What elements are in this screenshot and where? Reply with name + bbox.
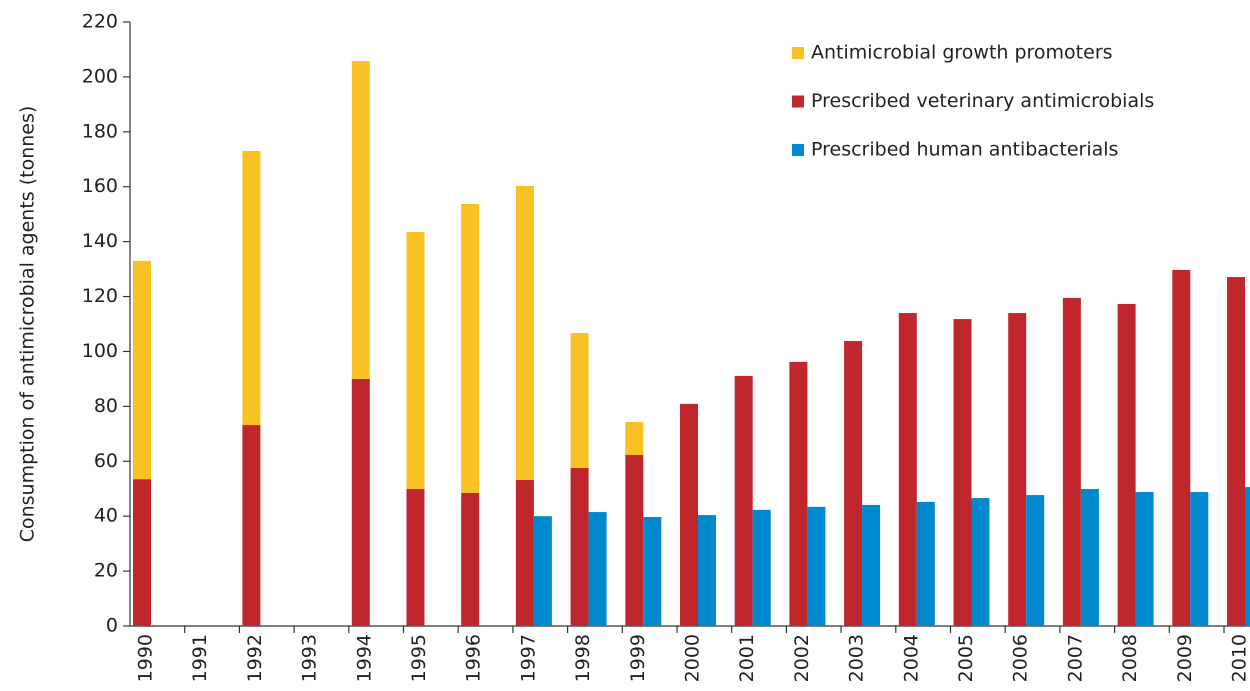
x-tick-label: 1998 (572, 634, 594, 682)
bar (625, 422, 644, 455)
y-tick-label: 60 (94, 450, 118, 472)
bar (1008, 313, 1027, 626)
bar (1190, 492, 1209, 626)
x-tick-label: 2007 (1064, 634, 1086, 682)
y-tick-label: 180 (82, 120, 118, 142)
x-tick-label: 1991 (189, 634, 211, 682)
y-tick-label: 120 (82, 285, 118, 307)
bar (971, 498, 990, 626)
bar (680, 403, 698, 626)
y-tick-label: 200 (82, 65, 118, 87)
bar (643, 517, 662, 626)
bar (862, 504, 881, 626)
x-tick-label: 2000 (682, 634, 704, 682)
legend-swatch (792, 95, 804, 108)
x-tick-label: 2004 (900, 634, 922, 682)
bar (1245, 487, 1250, 626)
bar (570, 467, 589, 626)
x-tick-label: 2002 (791, 634, 813, 682)
y-tick-label: 220 (82, 11, 118, 33)
bar (133, 260, 151, 480)
bar (515, 479, 534, 626)
y-tick-label: 0 (106, 615, 118, 637)
bar (570, 333, 589, 468)
bar (242, 425, 261, 626)
bar (752, 509, 771, 626)
x-tick-label: 1996 (463, 634, 485, 682)
x-tick-label: 1992 (244, 634, 266, 682)
bar (515, 185, 534, 480)
x-tick-label: 1990 (135, 634, 157, 682)
bar (625, 454, 644, 626)
y-tick-label: 40 (94, 505, 118, 527)
bar (1172, 269, 1191, 626)
bar (807, 506, 826, 626)
legend-swatch (792, 47, 804, 59)
x-tick-label: 2006 (1010, 634, 1032, 682)
x-tick-label: 2001 (736, 634, 758, 682)
x-tick-label: 1997 (517, 634, 539, 682)
legend-label: Antimicrobial growth promoters (811, 42, 1113, 64)
bar (588, 512, 607, 626)
bar (844, 341, 863, 626)
bar (1062, 297, 1081, 626)
y-tick-label: 20 (94, 560, 118, 582)
bar (898, 313, 917, 626)
x-tick-label: 1994 (353, 634, 375, 682)
bar (953, 319, 972, 626)
x-tick-label: 2005 (955, 634, 977, 682)
bar (1117, 303, 1136, 626)
bar (533, 516, 552, 626)
x-tick-label: 2010 (1229, 634, 1250, 682)
bar (406, 232, 425, 490)
bar (351, 60, 370, 379)
x-tick-label: 2003 (846, 634, 868, 682)
y-tick-label: 100 (82, 340, 118, 362)
x-tick-label: 1993 (299, 634, 321, 682)
bar (1227, 277, 1245, 626)
x-tick-label: 2009 (1174, 634, 1196, 682)
x-tick-label: 1999 (627, 634, 649, 682)
x-tick-label: 1995 (408, 634, 430, 682)
y-axis-title: Consumption of antimicrobial agents (ton… (17, 106, 39, 543)
bar (1026, 495, 1045, 626)
legend-swatch (792, 144, 804, 156)
bar (242, 151, 261, 426)
bar (1080, 489, 1099, 626)
bar (406, 489, 425, 626)
bar (789, 361, 808, 626)
y-tick-label: 160 (82, 175, 118, 197)
bar (461, 204, 480, 493)
bar (1135, 492, 1154, 626)
bar (461, 492, 480, 626)
bar (734, 375, 753, 626)
bar (351, 378, 370, 626)
bar (133, 479, 151, 626)
legend-label: Prescribed human antibacterials (811, 139, 1118, 161)
bar (916, 501, 935, 626)
x-tick-label: 2008 (1119, 634, 1141, 682)
y-tick-label: 80 (94, 395, 118, 417)
bar (698, 515, 716, 626)
y-tick-label: 140 (82, 230, 118, 252)
legend-label: Prescribed veterinary antimicrobials (811, 90, 1154, 112)
